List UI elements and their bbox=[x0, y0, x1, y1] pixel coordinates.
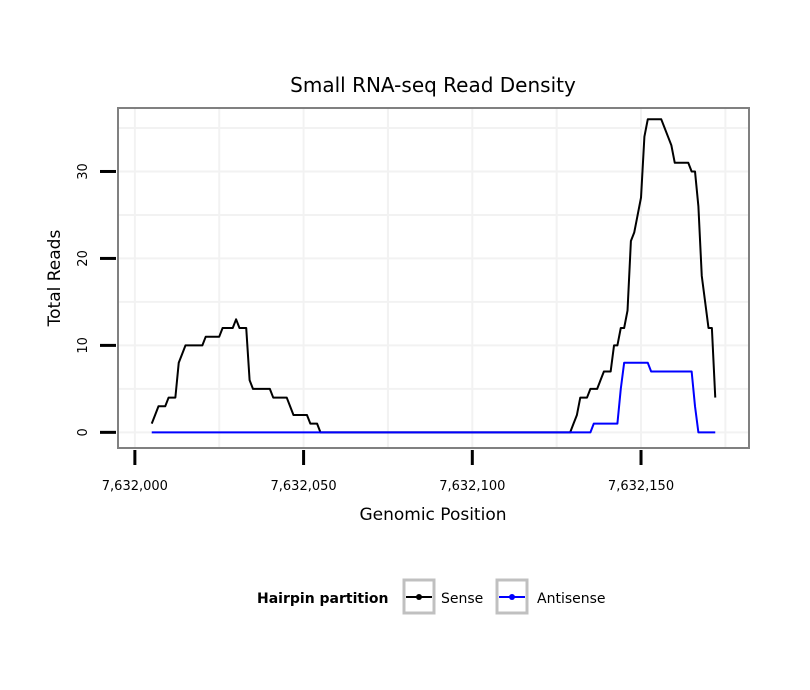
legend-label-antisense: Antisense bbox=[537, 591, 606, 607]
series-layer bbox=[150, 118, 717, 434]
legend: Hairpin partition Sense Antisense bbox=[257, 578, 606, 615]
legend-key-point-sense bbox=[416, 594, 422, 600]
x-tick-label: 7,632,100 bbox=[439, 479, 505, 494]
y-tick-label: 20 bbox=[76, 250, 91, 267]
y-tick-label: 0 bbox=[76, 428, 91, 436]
x-axis-title: Genomic Position bbox=[359, 505, 506, 525]
grid bbox=[118, 108, 749, 448]
series-line-sense bbox=[150, 118, 717, 434]
y-tick-label: 10 bbox=[76, 337, 91, 354]
y-tick-label: 30 bbox=[76, 163, 91, 180]
x-tick-label: 7,632,000 bbox=[102, 479, 168, 494]
x-axis: 7,632,000 7,632,050 7,632,100 7,632,150 bbox=[102, 450, 674, 494]
legend-item-antisense: Antisense bbox=[495, 578, 606, 615]
legend-item-sense: Sense bbox=[402, 578, 483, 615]
y-axis-title: Total Reads bbox=[45, 230, 65, 328]
chart-title: Small RNA-seq Read Density bbox=[290, 73, 576, 97]
legend-title: Hairpin partition bbox=[257, 591, 388, 607]
x-tick-label: 7,632,050 bbox=[271, 479, 337, 494]
series-line-antisense bbox=[151, 361, 716, 434]
legend-key-point-antisense bbox=[509, 594, 515, 600]
y-axis: 0 10 20 30 bbox=[76, 163, 116, 436]
legend-label-sense: Sense bbox=[441, 591, 483, 607]
x-tick-label: 7,632,150 bbox=[608, 479, 674, 494]
plot-panel-border bbox=[117, 107, 750, 449]
